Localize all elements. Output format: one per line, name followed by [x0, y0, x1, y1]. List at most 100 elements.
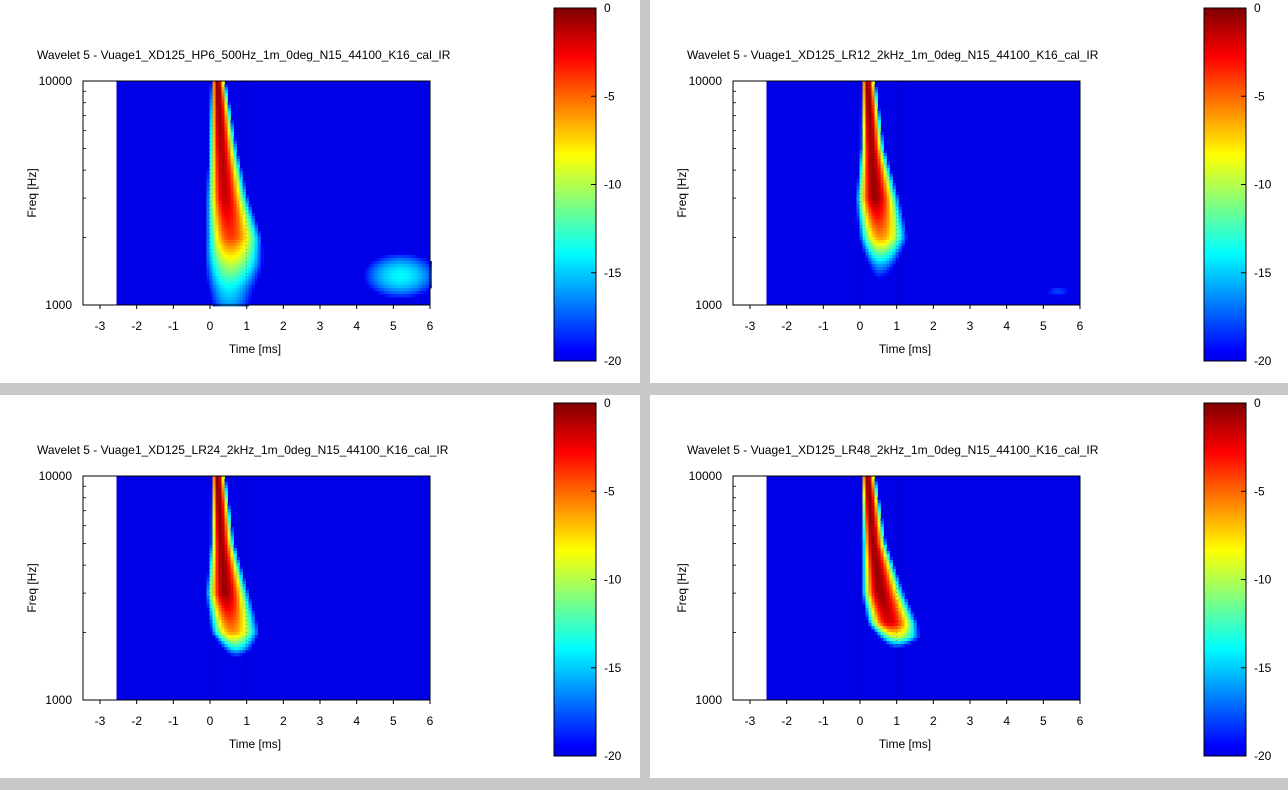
heatmap-cell	[209, 593, 213, 597]
heatmap-cell	[233, 210, 237, 214]
heatmap-cell	[407, 294, 411, 298]
colorbar-step	[554, 178, 596, 183]
heatmap-cell	[877, 596, 881, 600]
heatmap-cell	[862, 147, 866, 151]
heatmap-cell	[874, 225, 878, 229]
heatmap-cell	[212, 108, 216, 112]
x-axis-label: Time [ms]	[229, 737, 281, 751]
heatmap-cell	[383, 291, 387, 295]
heatmap-cell	[260, 258, 264, 262]
x-tick-label: -3	[745, 714, 756, 728]
heatmap-cell	[212, 150, 216, 154]
heatmap-cell	[868, 545, 872, 549]
heatmap-cell	[404, 288, 408, 292]
heatmap-cell	[236, 168, 240, 172]
heatmap-cell	[218, 93, 222, 97]
heatmap-cell	[392, 264, 396, 268]
colorbar-step	[554, 37, 596, 41]
heatmap-cell	[889, 261, 893, 265]
heatmap-cell	[224, 252, 228, 256]
heatmap-cell	[206, 273, 210, 277]
heatmap-cell	[889, 602, 893, 606]
heatmap-cell	[248, 246, 252, 250]
heatmap-cell	[868, 153, 872, 157]
heatmap-cell	[868, 255, 872, 259]
heatmap-cell	[865, 614, 869, 618]
heatmap-cell	[209, 195, 213, 199]
heatmap-cell	[898, 234, 902, 238]
heatmap-cell	[883, 219, 887, 223]
heatmap-cell	[868, 213, 872, 217]
heatmap-cell	[913, 617, 917, 621]
heatmap-cell	[868, 93, 872, 97]
heatmap-cell	[871, 566, 875, 570]
heatmap-cell	[209, 228, 213, 232]
heatmap-cell	[413, 282, 417, 286]
colorbar-step	[554, 296, 596, 300]
heatmap-cell	[865, 527, 869, 531]
colorbar-step	[1204, 708, 1246, 713]
heatmap-cell	[865, 482, 869, 486]
heatmap-cell	[218, 596, 222, 600]
heatmap-cell	[248, 219, 252, 223]
heatmap-cell	[401, 294, 405, 298]
heatmap-cell	[862, 192, 866, 196]
heatmap-cell	[395, 288, 399, 292]
heatmap-cell	[218, 234, 222, 238]
heatmap-cell	[904, 635, 908, 639]
heatmap-cell	[215, 270, 219, 274]
heatmap-cell	[862, 518, 866, 522]
colorbar-step	[1204, 31, 1246, 35]
heatmap-cell	[209, 623, 213, 627]
heatmap-cell	[886, 255, 890, 259]
heatmap-cell	[224, 174, 228, 178]
heatmap-cell	[242, 288, 246, 292]
heatmap-cell	[886, 177, 890, 181]
colorbar-step	[1204, 753, 1246, 757]
heatmap-cell	[224, 533, 228, 537]
heatmap-cell	[871, 551, 875, 555]
heatmap-cell	[868, 497, 872, 501]
heatmap-cell	[209, 605, 213, 609]
heatmap-cell	[236, 174, 240, 178]
heatmap-cell	[224, 569, 228, 573]
heatmap-cell	[880, 599, 884, 603]
heatmap-cell	[212, 587, 216, 591]
heatmap-cell	[901, 641, 905, 645]
heatmap-cell	[224, 599, 228, 603]
heatmap-cell	[898, 632, 902, 636]
heatmap-cell	[868, 614, 872, 618]
heatmap-cell	[218, 494, 222, 498]
heatmap-cell	[218, 231, 222, 235]
heatmap-cell	[865, 605, 869, 609]
colorbar-step	[554, 310, 596, 315]
heatmap-cell	[236, 626, 240, 630]
heatmap-cell	[868, 204, 872, 208]
heatmap-cell	[221, 279, 225, 283]
colorbar-step	[1204, 450, 1246, 454]
heatmap-cell	[215, 153, 219, 157]
heatmap-cell	[877, 207, 881, 211]
heatmap-cell	[215, 488, 219, 492]
heatmap-cell	[236, 653, 240, 657]
heatmap-cell	[898, 246, 902, 250]
heatmap-cell	[248, 225, 252, 229]
colorbar-step	[1204, 178, 1246, 183]
heatmap-cell	[401, 270, 405, 274]
heatmap-cell	[236, 201, 240, 205]
heatmap-cell	[865, 144, 869, 148]
heatmap-cell	[395, 264, 399, 268]
heatmap-cell	[880, 144, 884, 148]
heatmap-cell	[886, 596, 890, 600]
heatmap-cell	[883, 605, 887, 609]
colorbar-step	[1204, 750, 1246, 754]
heatmap-cell	[877, 231, 881, 235]
heatmap-cell	[907, 605, 911, 609]
colorbar-step	[554, 128, 596, 133]
x-tick-label: -1	[818, 319, 829, 333]
heatmap-cell	[236, 300, 240, 304]
colorbar-step	[554, 529, 596, 533]
heatmap-cell	[224, 602, 228, 606]
heatmap-cell	[416, 291, 420, 295]
heatmap-cell	[233, 255, 237, 259]
